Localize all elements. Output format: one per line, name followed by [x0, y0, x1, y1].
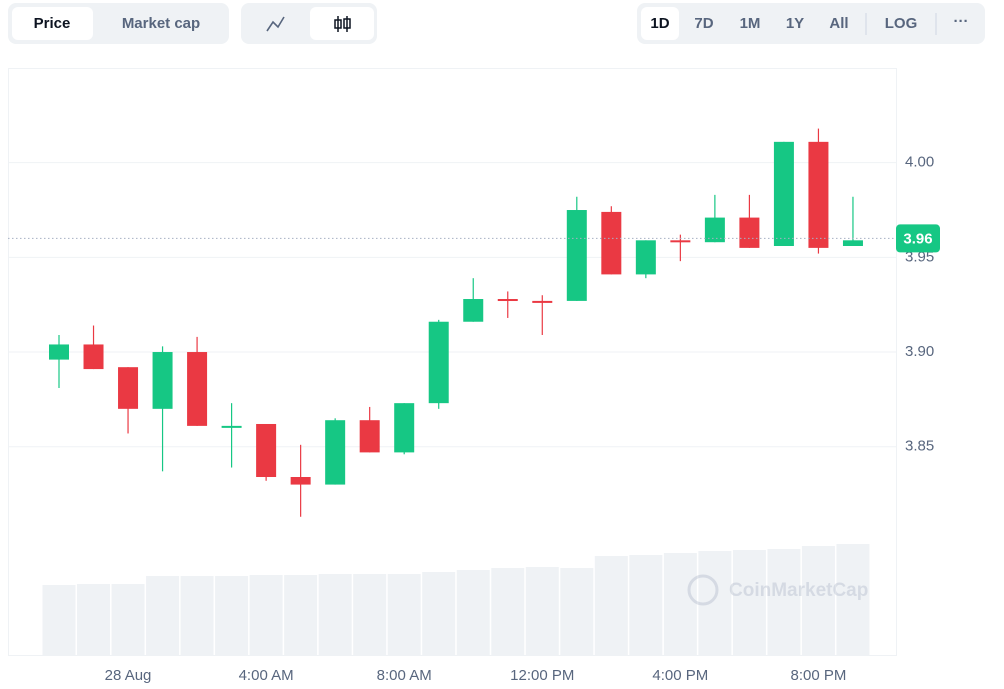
range-button[interactable]: 1M — [740, 15, 761, 32]
volume-bar — [422, 572, 456, 655]
tab[interactable]: Market cap — [122, 15, 200, 32]
more-button[interactable]: ··· — [954, 13, 969, 30]
range-group — [637, 3, 985, 44]
volume-bar — [249, 575, 283, 655]
candle-body — [808, 141, 829, 248]
log-button[interactable]: LOG — [885, 15, 918, 32]
x-tick-label: 8:00 AM — [377, 667, 432, 684]
volume-bar — [146, 576, 180, 655]
volume-bar — [698, 551, 732, 655]
y-tick-label: 3.85 — [905, 438, 934, 455]
current-price-tag — [896, 224, 940, 253]
volume-bar — [318, 574, 352, 655]
volume-bar — [111, 584, 145, 655]
candle-body — [566, 210, 587, 301]
tab-active-bg — [12, 7, 93, 40]
y-tick-label: 3.90 — [905, 343, 934, 360]
candle-body — [635, 240, 656, 275]
tab[interactable]: Price — [34, 15, 71, 32]
range-active-bg — [641, 7, 679, 40]
range-button[interactable]: 1Y — [786, 15, 804, 32]
candle-body — [49, 344, 69, 360]
candle-body — [325, 420, 346, 485]
range-button[interactable]: All — [829, 15, 848, 32]
volume-bar — [387, 574, 421, 655]
range-button[interactable]: 1D — [650, 15, 669, 32]
candle-body — [152, 352, 173, 409]
volume-bar — [456, 570, 490, 655]
candle-body — [394, 403, 415, 453]
x-tick-label: 4:00 PM — [652, 667, 708, 684]
volume-bar — [215, 576, 249, 655]
y-tick-label: 3.95 — [905, 248, 934, 265]
candle-body — [83, 344, 104, 370]
candle-body — [187, 352, 208, 426]
volume-bar — [525, 567, 559, 655]
candle-icon-bg[interactable] — [310, 7, 374, 40]
volume-bar — [77, 584, 111, 655]
plot: 3.85 3.90 3.95 4.00 28 Aug 4:00 AM 8:00 AM 12:0… — [8, 128, 940, 684]
candle-body — [773, 141, 794, 246]
candle-body — [704, 217, 725, 243]
line-icon[interactable] — [266, 16, 285, 32]
volume-bar — [491, 568, 525, 655]
candle-body — [428, 321, 449, 404]
volume-bar — [594, 556, 628, 655]
candle-body — [290, 477, 311, 485]
candle-body — [739, 217, 760, 248]
candle-body — [532, 300, 553, 303]
current-price-label: 3.96 — [903, 230, 932, 247]
watermark-text: CoinMarketCap — [729, 580, 868, 601]
candle-body — [359, 420, 380, 453]
x-tick-label: 28 Aug — [105, 667, 152, 684]
volume-bar — [284, 575, 318, 655]
volume-bar — [180, 576, 214, 655]
x-tick-label: 12:00 PM — [510, 667, 574, 684]
volume-bar — [353, 574, 387, 655]
candle-body — [256, 423, 277, 478]
candle-body — [221, 425, 242, 428]
volume-bar — [560, 568, 594, 655]
x-tick-label: 8:00 PM — [791, 667, 847, 684]
candle-body — [118, 367, 139, 409]
candle-icon[interactable] — [334, 16, 351, 32]
watermark: CoinMarketCap — [687, 574, 868, 606]
candle-body — [601, 211, 622, 275]
x-tick-label: 4:00 AM — [239, 667, 294, 684]
candle-body — [497, 299, 518, 302]
volume-bar — [767, 549, 801, 655]
candle-body — [842, 240, 863, 246]
plot-frame — [8, 68, 897, 656]
candle-body — [670, 240, 691, 243]
volume-bar — [801, 546, 835, 655]
volume-bar — [629, 555, 663, 655]
volume-bar — [836, 544, 870, 655]
volume-bar — [42, 585, 76, 655]
volume-bar — [732, 550, 766, 655]
volume-bar — [663, 553, 697, 655]
candle-body — [463, 299, 484, 322]
y-tick-label: 4.00 — [905, 154, 934, 171]
range-button[interactable]: 7D — [694, 15, 713, 32]
